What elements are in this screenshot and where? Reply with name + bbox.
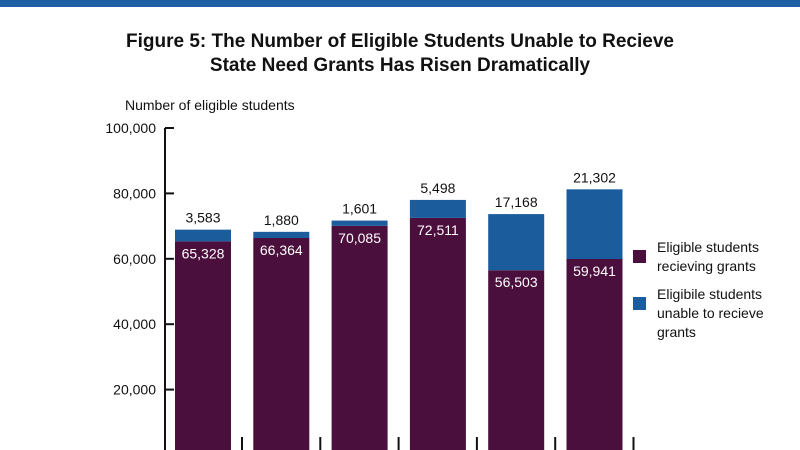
data-label-unable: 21,302 xyxy=(573,169,616,185)
chart-title: Figure 5: The Number of Eligible Student… xyxy=(0,30,800,78)
bar-receiving-grants xyxy=(488,270,545,450)
bar-receiving-grants xyxy=(566,258,623,450)
chart-title-line-1: Figure 5: The Number of Eligible Student… xyxy=(126,31,674,52)
data-label-unable: 3,583 xyxy=(185,210,220,226)
bar-unable-to-receive xyxy=(331,220,388,226)
y-tick-label: 80,000 xyxy=(113,185,156,201)
data-label-receiving: 56,503 xyxy=(495,274,538,290)
chart-title-line-2: State Need Grants Has Risen Dramatically xyxy=(209,55,591,76)
bar-receiving-grants xyxy=(409,217,466,450)
bar-unable-to-receive xyxy=(175,229,231,242)
y-axis-label: Number of eligible students xyxy=(125,97,295,113)
y-tick-label: 100,000 xyxy=(105,120,156,136)
legend-unable-label: Eligibile students xyxy=(657,286,762,302)
bar-receiving-grants xyxy=(331,225,388,450)
data-label-receiving: 70,085 xyxy=(338,230,381,246)
legend-unable-label: unable to recieve xyxy=(657,305,764,321)
data-label-unable: 17,168 xyxy=(495,194,538,210)
data-label-unable: 5,498 xyxy=(420,180,455,196)
data-label-receiving: 72,511 xyxy=(417,222,459,238)
y-tick-label: 60,000 xyxy=(113,251,156,267)
legend-receiving-label: recieving grants xyxy=(657,258,756,274)
top-accent-bar xyxy=(0,0,800,7)
y-tick-label: 40,000 xyxy=(113,316,156,332)
bar-unable-to-receive xyxy=(253,231,310,238)
bar-receiving-grants xyxy=(253,237,310,450)
legend-unable-swatch xyxy=(633,297,646,310)
bar-unable-to-receive xyxy=(409,199,466,218)
data-label-unable: 1,880 xyxy=(264,212,299,228)
data-label-receiving: 59,941 xyxy=(573,263,616,279)
bar-receiving-grants xyxy=(175,241,231,450)
data-label-receiving: 65,328 xyxy=(182,245,225,261)
y-tick-label: 20,000 xyxy=(113,382,156,398)
data-label-receiving: 66,364 xyxy=(260,242,303,258)
legend-unable-label: grants xyxy=(657,324,696,340)
legend-receiving-label: Eligible students xyxy=(657,239,759,255)
bar-unable-to-receive xyxy=(488,214,545,271)
bar-unable-to-receive xyxy=(566,189,623,259)
legend-receiving-swatch xyxy=(633,250,646,263)
data-label-unable: 1,601 xyxy=(342,201,377,217)
